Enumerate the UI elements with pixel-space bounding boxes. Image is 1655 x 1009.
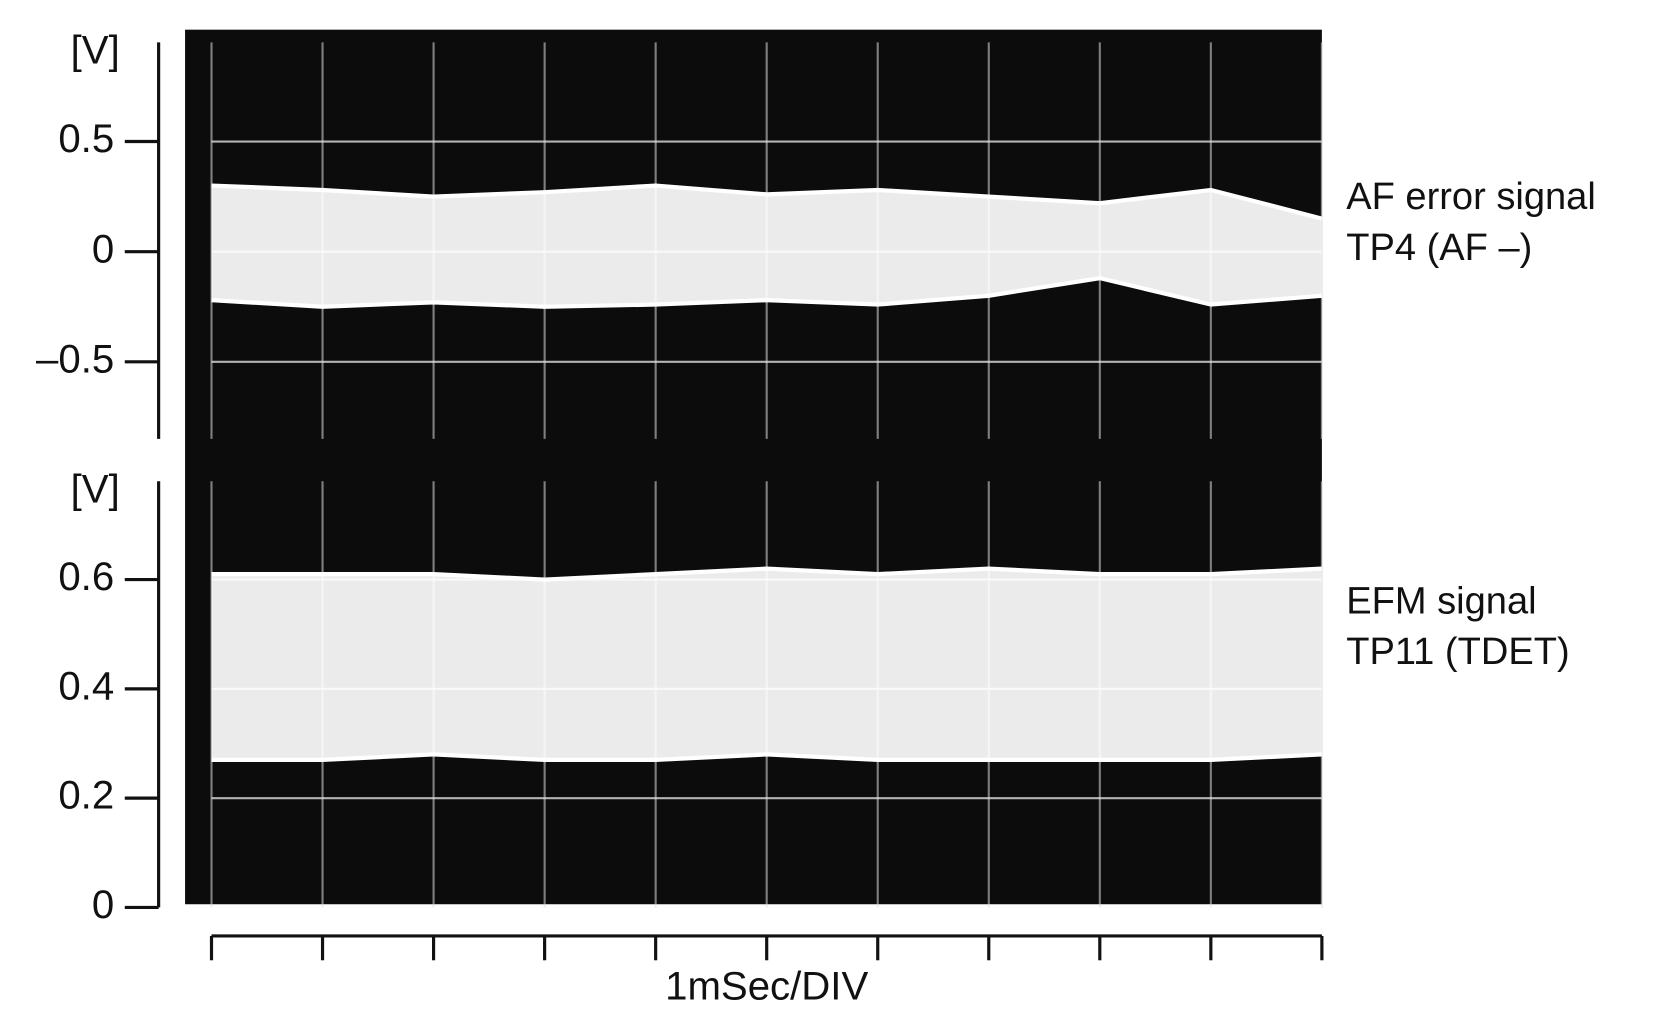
y-axis-label: [V] <box>71 28 120 73</box>
y-tick-label: 0.2 <box>58 773 114 818</box>
signal-annotation: AF error signal <box>1346 176 1596 218</box>
y-tick-label: 0.6 <box>58 554 114 599</box>
y-tick-label: 0.4 <box>58 663 114 708</box>
x-axis-label: 1mSec/DIV <box>665 963 868 1008</box>
signal-annotation: TP11 (TDET) <box>1346 631 1569 673</box>
signal-band <box>211 185 1322 307</box>
signal-annotation: TP4 (AF –) <box>1346 227 1532 269</box>
y-axis-label: [V] <box>71 466 120 511</box>
signal-band <box>211 568 1322 760</box>
scope-screen <box>185 29 1322 905</box>
band-lower-edge <box>211 275 1323 309</box>
y-tick-label: 0.5 <box>58 116 114 161</box>
signal-annotation: EFM signal <box>1346 580 1536 622</box>
y-tick-label: –0.5 <box>36 336 114 381</box>
band-upper-edge <box>211 566 1322 582</box>
band-lower-edge <box>211 752 1322 763</box>
band-upper-edge <box>211 183 1323 221</box>
y-tick-label: 0 <box>92 882 114 927</box>
y-tick-label: 0 <box>92 226 114 271</box>
